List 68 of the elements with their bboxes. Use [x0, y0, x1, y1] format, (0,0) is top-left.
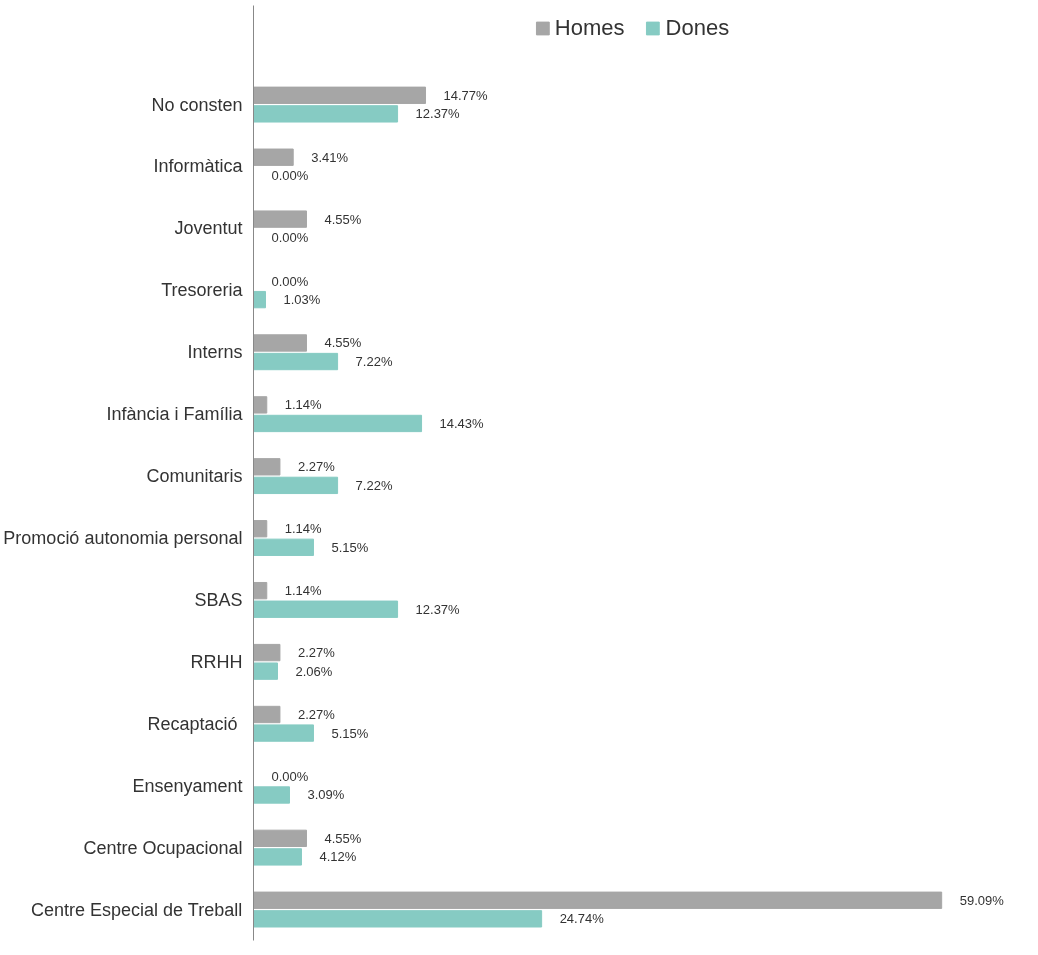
- data-label: 0.00%: [271, 768, 309, 784]
- y-tick-label: Centre Ocupacional: [83, 837, 243, 858]
- bar: [253, 352, 339, 371]
- y-tick-label: Joventut: [174, 218, 243, 239]
- bar: [253, 148, 294, 166]
- bar: [253, 538, 314, 556]
- data-label: 1.14%: [284, 521, 323, 537]
- data-label: 7.22%: [355, 477, 393, 493]
- legend-label: Dones: [665, 15, 730, 41]
- bar: [253, 334, 307, 352]
- bar: [253, 848, 302, 866]
- bar: [253, 105, 399, 123]
- data-label: 4.55%: [324, 335, 362, 351]
- data-label: 1.14%: [284, 583, 323, 599]
- data-label: 59.09%: [959, 892, 1005, 908]
- data-label: 4.12%: [319, 849, 357, 865]
- y-tick-label: Centre Especial de Treball: [31, 899, 243, 920]
- y-tick-label: SBAS: [194, 589, 243, 610]
- y-tick-label: Tresoreria: [161, 280, 244, 301]
- bar: [253, 86, 427, 104]
- bar: [253, 786, 290, 804]
- bar: [253, 396, 268, 414]
- data-label: 12.37%: [415, 601, 461, 617]
- bar: [253, 520, 268, 538]
- legend-label: Homes: [554, 15, 625, 41]
- y-tick-label: No consten: [151, 94, 243, 115]
- data-label: 24.74%: [559, 911, 605, 927]
- data-label: 4.55%: [324, 830, 362, 846]
- data-label: 3.09%: [307, 787, 345, 803]
- y-tick-label: Comunitaris: [146, 466, 243, 487]
- y-tick-label: Recaptació: [147, 713, 238, 734]
- data-label: 0.00%: [271, 273, 309, 289]
- data-label: 1.03%: [283, 292, 321, 308]
- y-tick-label: Promoció autonomia personal: [3, 528, 243, 549]
- data-label: 2.27%: [297, 706, 336, 722]
- bar: [253, 581, 268, 600]
- bar: [253, 705, 281, 724]
- data-label: 14.43%: [439, 415, 485, 431]
- bar: [253, 290, 266, 309]
- data-label: 7.22%: [355, 354, 393, 370]
- y-tick-label: RRHH: [190, 651, 243, 672]
- bar: [253, 414, 423, 433]
- bar: [253, 724, 314, 742]
- bar: [253, 662, 278, 680]
- data-label: 0.00%: [271, 168, 309, 184]
- bar: [253, 643, 281, 662]
- data-label: 14.77%: [443, 87, 489, 103]
- bar: [253, 600, 399, 618]
- y-tick-label: Informàtica: [153, 156, 244, 177]
- data-label: 2.27%: [297, 459, 336, 475]
- y-tick-label: Ensenyament: [132, 775, 243, 796]
- data-label: 5.15%: [331, 725, 369, 741]
- data-label: 2.06%: [295, 663, 333, 679]
- bar: [253, 476, 339, 495]
- bar: [253, 458, 281, 476]
- y-tick-label: Interns: [187, 342, 243, 363]
- bar: [253, 210, 307, 228]
- bar: [253, 910, 543, 928]
- y-tick-label: Infància i Família: [106, 404, 244, 425]
- bar: [253, 891, 943, 909]
- data-label: 3.41%: [311, 149, 349, 165]
- data-label: 1.14%: [284, 397, 323, 413]
- bar: [253, 829, 307, 847]
- data-label: 4.55%: [324, 211, 362, 227]
- data-label: 2.27%: [297, 645, 336, 661]
- data-label: 12.37%: [415, 106, 461, 122]
- data-label: 0.00%: [271, 230, 309, 246]
- data-label: 5.15%: [331, 539, 369, 555]
